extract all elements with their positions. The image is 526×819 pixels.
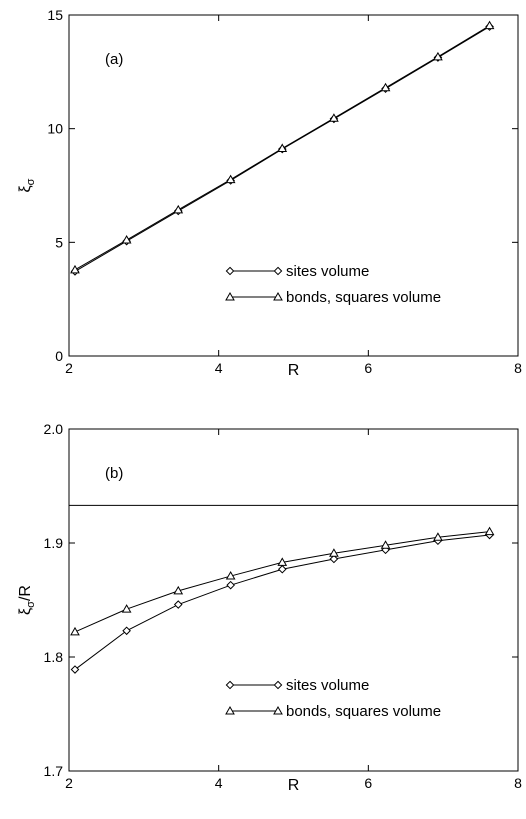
legend-label: bonds, squares volume [286,289,441,306]
legend-marker [225,705,235,715]
x-tick-label: 8 [514,360,522,376]
y-tick-label: 2.0 [44,421,64,437]
legend: sites volume bonds, squares volume [225,263,441,306]
data-point-bonds [277,143,288,152]
y-axis-title: ξσ [17,178,37,192]
data-point-bonds [329,113,339,122]
legend-label: sites volume [286,677,369,694]
data-point-bonds [225,571,236,580]
plot-frame [68,428,519,772]
panel-label: (a) [105,51,123,68]
y-tick-label: 0 [55,348,63,364]
data-point-bonds [121,235,132,244]
x-tick-label: 6 [364,360,372,376]
y-tick-label: 1.7 [44,763,64,779]
y-tick-label: 10 [47,121,63,137]
y-tick-label: 5 [55,234,63,250]
chart-panel-a: 2 4 6 8 0 5 10 15 Rξσ (a) sites volume bonds, squar… [17,7,522,379]
legend-marker [273,705,283,715]
x-tick-label: 6 [364,775,372,791]
data-point-bonds [329,548,339,557]
series-line-sites [74,534,490,670]
data-point-bonds [173,585,184,595]
legend-marker [273,291,283,301]
data-point-sites [173,600,183,609]
x-tick-label: 2 [65,360,73,376]
data-point-bonds [484,20,495,30]
y-tick-label: 1.8 [44,649,64,665]
data-point-sites [226,580,235,590]
data-point-bonds [277,557,288,566]
legend-marker [225,266,235,276]
data-point-bonds [380,82,391,92]
data-point-bonds [121,604,132,613]
y-axis-title: ξσ/R [17,585,37,615]
x-tick-label: 4 [215,360,223,376]
data-point-bonds [484,526,495,536]
legend-marker [273,266,283,276]
legend-label: sites volume [286,263,369,280]
x-axis-title: R [288,777,300,794]
legend-marker [273,680,283,690]
y-tick-label: 15 [47,7,63,23]
data-point-bonds [433,51,443,61]
data-point-sites [122,626,131,636]
legend-label: bonds, squares volume [286,703,441,720]
plot-frame [68,14,519,357]
y-tick-label: 1.9 [44,535,64,551]
data-point-bonds [70,264,80,274]
data-point-bonds [433,532,443,541]
x-axis-title: R [288,362,300,379]
data-point-bonds [380,540,391,549]
data-point-bonds [70,626,80,636]
data-point-bonds [173,204,184,214]
data-point-sites [277,564,287,574]
legend-marker [225,680,235,690]
x-tick-label: 2 [65,775,73,791]
data-point-bonds [225,174,236,184]
chart-panel-b: 2 4 6 8 1.7 1.8 1.9 2.0 Rξσ/R (b) sites volume bond… [17,421,522,794]
x-tick-label: 8 [514,775,522,791]
x-tick-label: 4 [215,775,223,791]
data-point-sites [70,665,80,674]
series-line-bonds [74,531,490,633]
legend: sites volume bonds, squares volume [225,677,441,720]
legend-marker [225,291,235,301]
data-point-sites [329,554,339,564]
panel-label: (b) [105,465,123,482]
